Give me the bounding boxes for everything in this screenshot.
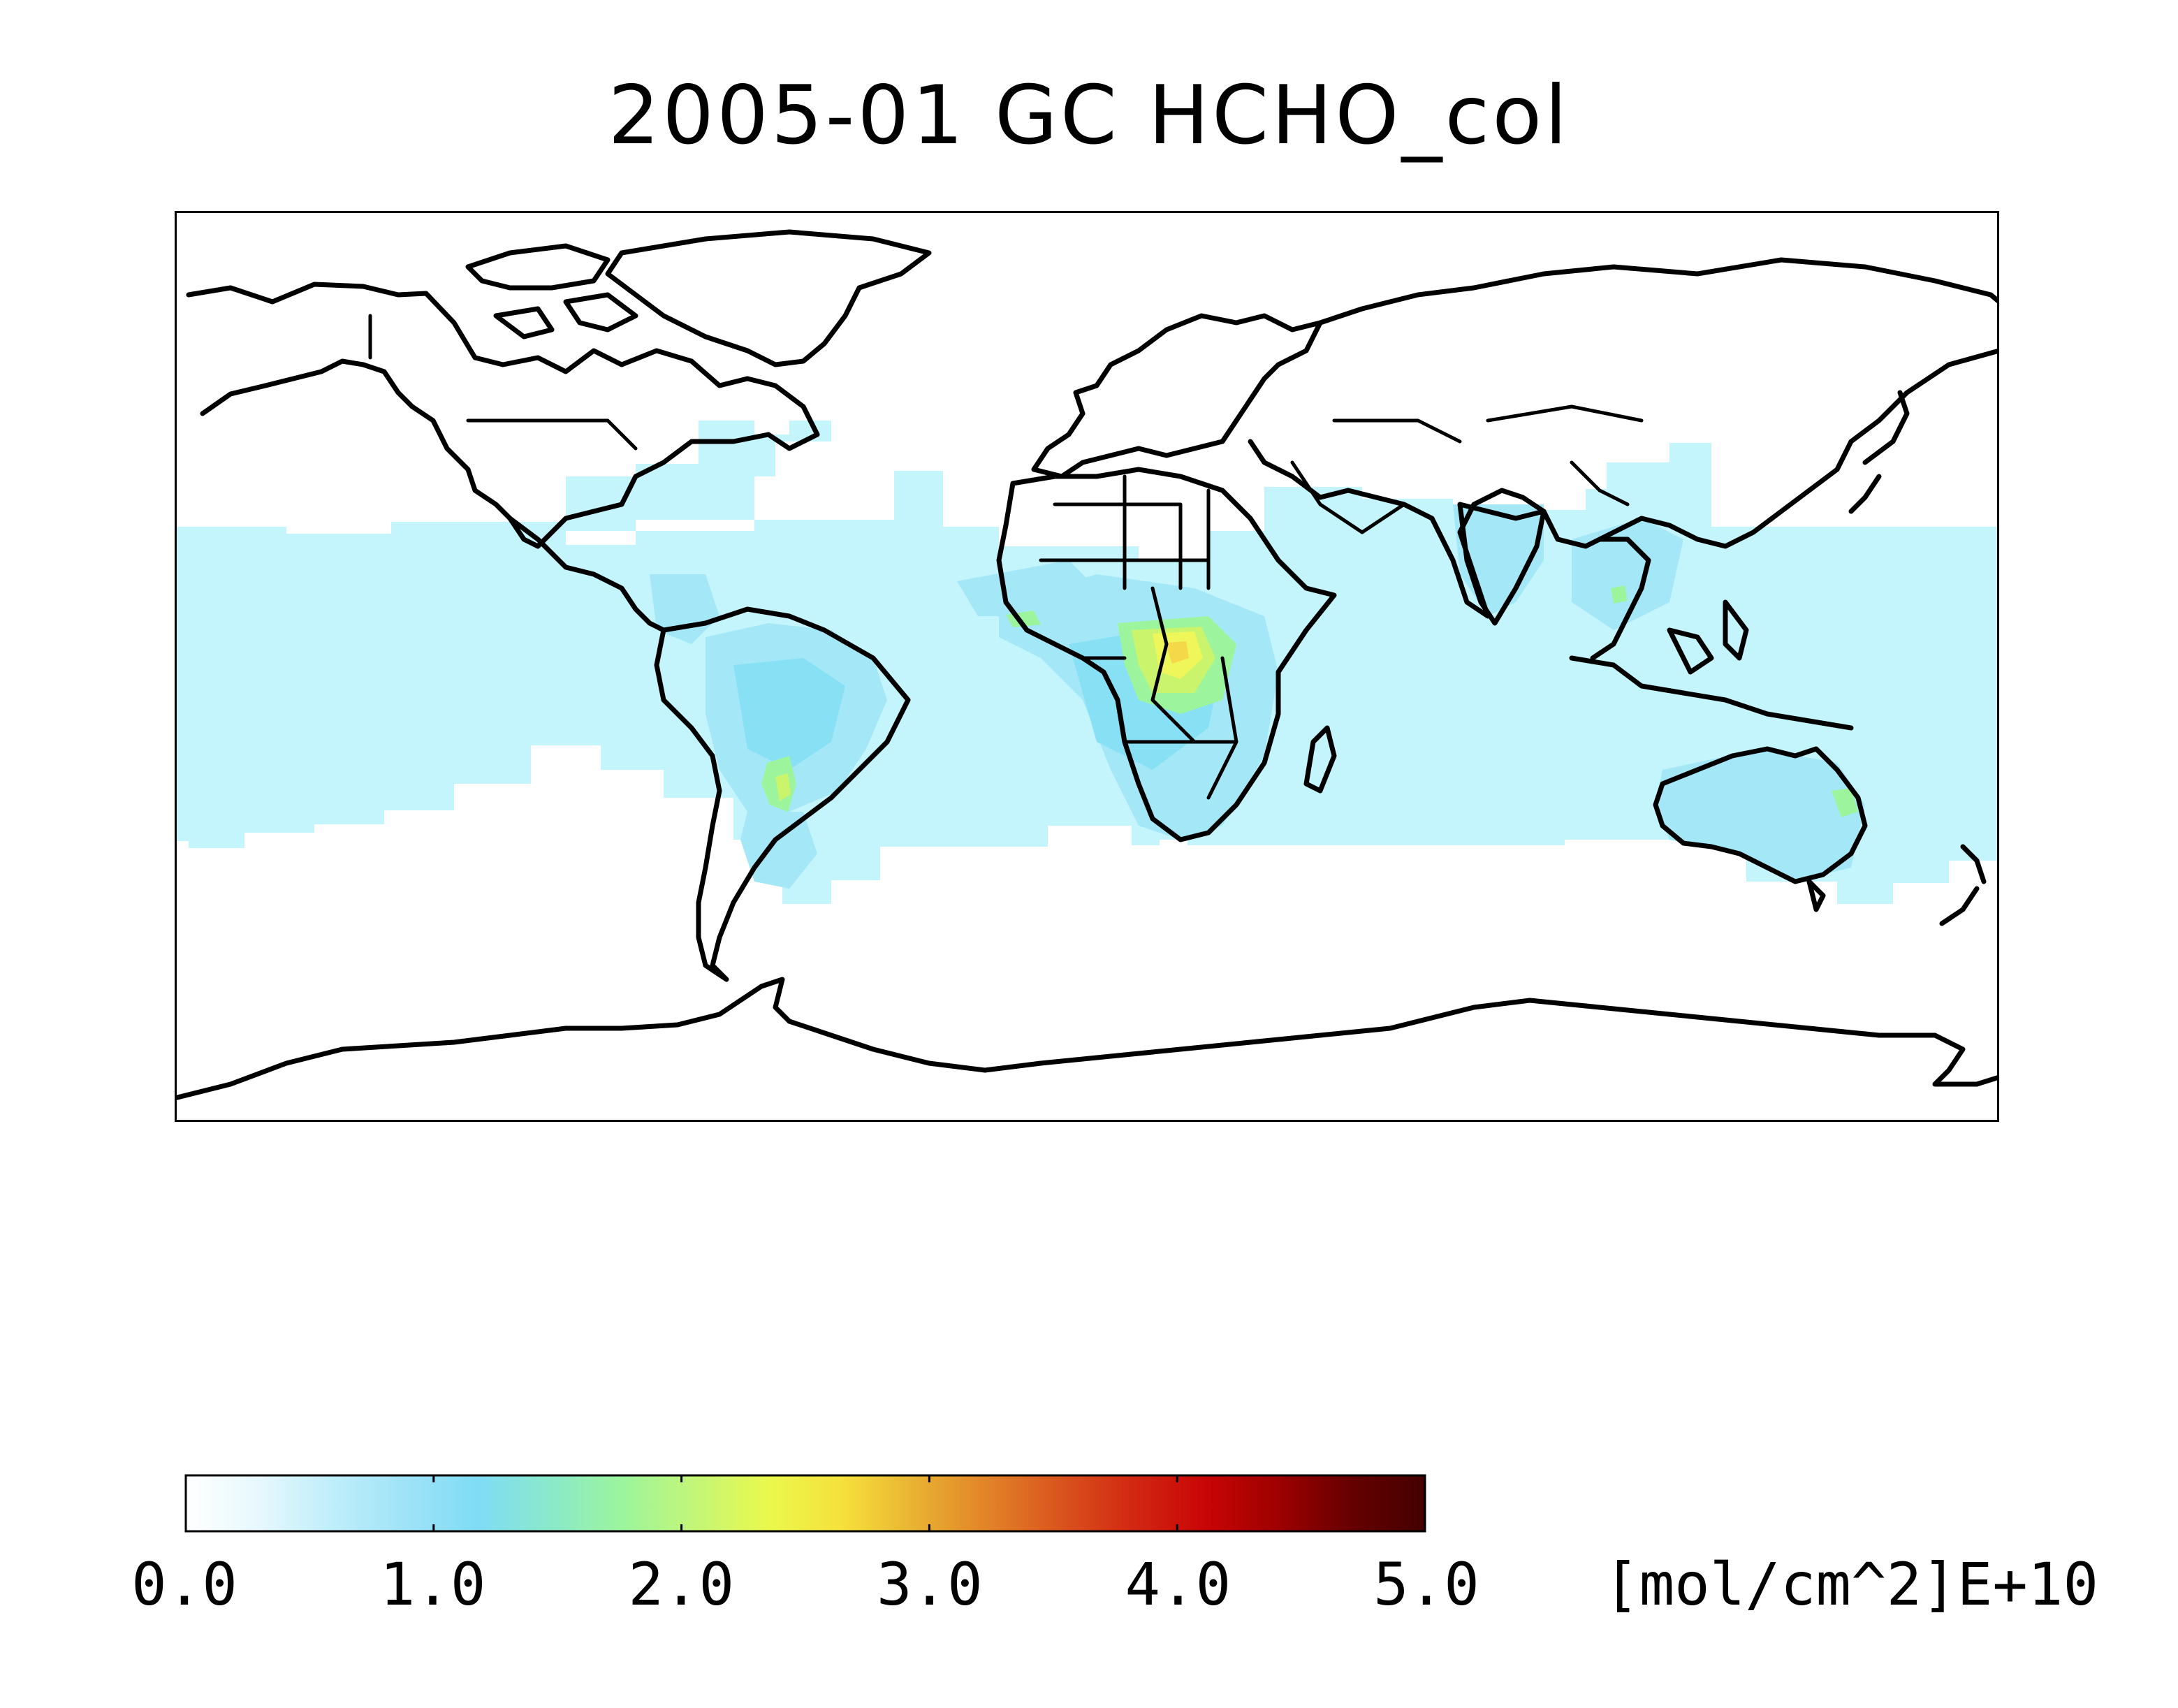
- coast-north-america: [186, 282, 820, 549]
- amazon-core: [733, 658, 845, 770]
- chaco-core: [775, 773, 791, 801]
- indochina: [1572, 518, 1683, 630]
- west-africa-band: [957, 560, 1097, 616]
- colorbar: [184, 1474, 1426, 1533]
- coast-india: [1457, 502, 1547, 626]
- map-frame: [175, 211, 1999, 1122]
- patagonia-north: [740, 812, 817, 889]
- coast-australia: [1653, 746, 1868, 912]
- colorbar-ticks: [432, 1475, 1178, 1531]
- north-america-east: [566, 421, 831, 531]
- coast-southeast-asia: [1569, 537, 1854, 731]
- coast-south-america: [654, 606, 911, 982]
- australia: [1656, 749, 1865, 882]
- coast-madagascar: [1303, 725, 1337, 794]
- colorbar-tick-label: 1.0: [379, 1550, 486, 1619]
- coast-greenland: [605, 229, 932, 367]
- coast-new-zealand: [1939, 844, 1987, 926]
- indochina-green: [1611, 585, 1628, 604]
- coast-arctic-islands: [465, 243, 638, 340]
- colorbar-gradient: [187, 1476, 1424, 1531]
- coast-africa: [996, 467, 1337, 842]
- colorbar-tick-label: 2.0: [628, 1550, 735, 1619]
- coast-central-america: [507, 516, 666, 633]
- colorbar-tick-label: 0.0: [131, 1550, 237, 1619]
- colorbar-tick-label: 4.0: [1125, 1550, 1231, 1619]
- hcho-column-field: [175, 421, 1999, 904]
- australia-east-coast: [1832, 788, 1858, 817]
- coast-japan: [1848, 390, 1910, 514]
- world-coastlines: [175, 229, 1999, 1101]
- colorbar-units: [mol/cm^2]E+10: [1604, 1550, 2099, 1619]
- colorbar-tick-label: 3.0: [876, 1550, 983, 1619]
- coast-antarctica: [175, 977, 1999, 1101]
- east-asia-tint: [1607, 443, 1711, 527]
- country-borders: [368, 314, 1644, 800]
- page-title: 2005-01 GC HCHO_col: [608, 68, 1570, 163]
- colorbar-tick-label: 5.0: [1373, 1550, 1479, 1619]
- colorbar-frame: [184, 1474, 1426, 1533]
- map-plot: [175, 211, 1999, 1122]
- north-south-america-band: [650, 574, 719, 644]
- congo-hotspot: [1165, 641, 1189, 664]
